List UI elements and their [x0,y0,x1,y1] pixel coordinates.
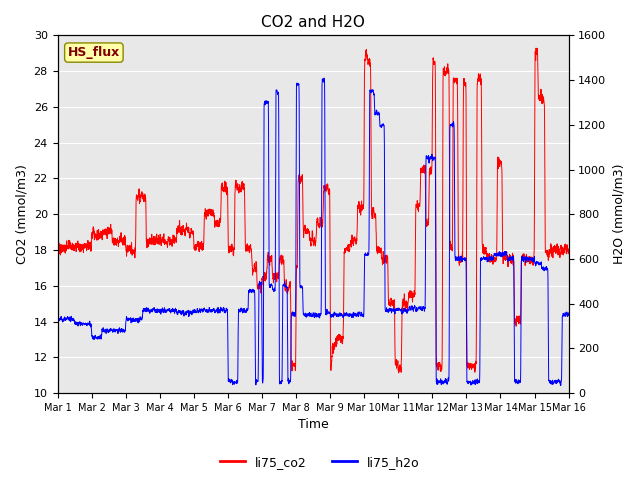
Y-axis label: H2O (mmol/m3): H2O (mmol/m3) [612,164,625,264]
li75_co2 [395,370,403,376]
li75_h2o [272,154,280,159]
Line: li75_h2o: li75_h2o [58,78,568,385]
li75_h2o [54,317,61,323]
li75_h2o [500,251,508,256]
li75_co2 [142,222,150,228]
li75_co2 [54,246,61,252]
li75_h2o [557,383,564,388]
li75_h2o [250,287,257,293]
li75_h2o [555,377,563,383]
li75_co2 [250,269,257,275]
li75_co2 [532,45,540,51]
X-axis label: Time: Time [298,419,328,432]
Title: CO2 and H2O: CO2 and H2O [261,15,365,30]
li75_co2 [564,250,572,256]
li75_co2 [500,253,508,259]
li75_co2 [112,241,120,247]
li75_co2 [272,269,280,275]
li75_h2o [564,312,572,318]
li75_h2o [112,327,120,333]
li75_co2 [555,247,563,252]
li75_h2o [320,75,328,81]
Text: HS_flux: HS_flux [68,46,120,59]
Y-axis label: CO2 (mmol/m3): CO2 (mmol/m3) [15,164,28,264]
Legend: li75_co2, li75_h2o: li75_co2, li75_h2o [215,451,425,474]
Line: li75_co2: li75_co2 [58,48,568,373]
li75_h2o [142,307,150,313]
